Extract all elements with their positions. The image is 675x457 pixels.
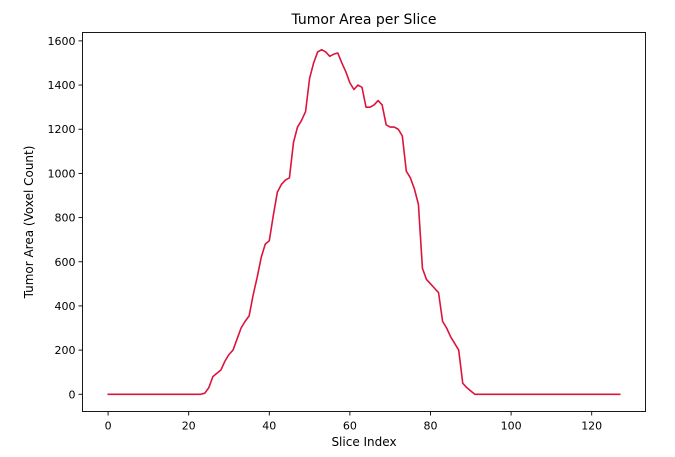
y-tick-label: 600 xyxy=(55,256,76,269)
chart-title: Tumor Area per Slice xyxy=(290,12,436,28)
x-axis-label: Slice Index xyxy=(331,435,396,449)
x-tick-label: 60 xyxy=(343,420,357,433)
y-tick-label: 1400 xyxy=(48,79,76,92)
x-tick-label: 40 xyxy=(262,420,276,433)
plot-frame xyxy=(82,32,646,412)
y-axis-ticks: 0 200 400 600 800 1000 1200 1400 1600 xyxy=(48,35,83,401)
y-tick-label: 800 xyxy=(55,212,76,225)
x-tick-label: 120 xyxy=(581,420,602,433)
x-tick-label: 20 xyxy=(182,420,196,433)
y-tick-label: 400 xyxy=(55,300,76,313)
y-tick-label: 1200 xyxy=(48,123,76,136)
y-tick-label: 1600 xyxy=(48,35,76,48)
y-axis-label: Tumor Area (Voxel Count) xyxy=(22,146,36,300)
x-tick-label: 100 xyxy=(501,420,522,433)
y-tick-label: 0 xyxy=(69,388,76,401)
x-tick-label: 0 xyxy=(105,420,112,433)
x-tick-label: 80 xyxy=(423,420,437,433)
x-axis-ticks: 0 20 40 60 80 100 120 xyxy=(105,411,602,433)
y-tick-label: 1000 xyxy=(48,167,76,180)
series-line xyxy=(107,48,621,396)
y-tick-label: 200 xyxy=(55,344,76,357)
